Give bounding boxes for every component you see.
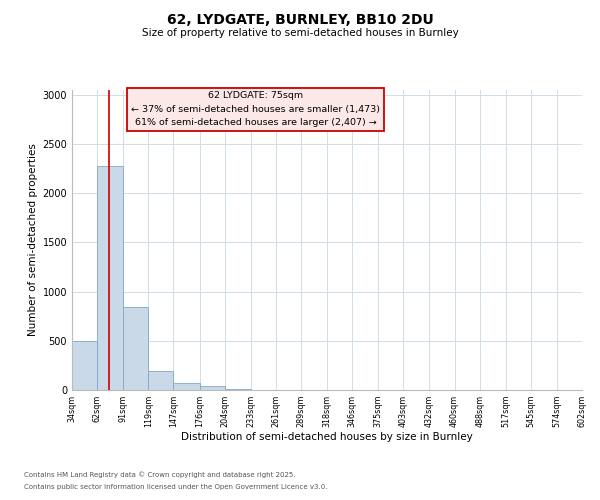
- X-axis label: Distribution of semi-detached houses by size in Burnley: Distribution of semi-detached houses by …: [181, 432, 473, 442]
- Bar: [224, 388, 251, 390]
- Bar: [199, 386, 224, 390]
- Text: Contains public sector information licensed under the Open Government Licence v3: Contains public sector information licen…: [24, 484, 328, 490]
- Text: 62, LYDGATE, BURNLEY, BB10 2DU: 62, LYDGATE, BURNLEY, BB10 2DU: [167, 12, 433, 26]
- Text: Contains HM Land Registry data © Crown copyright and database right 2025.: Contains HM Land Registry data © Crown c…: [24, 471, 296, 478]
- Text: 62 LYDGATE: 75sqm
← 37% of semi-detached houses are smaller (1,473)
61% of semi-: 62 LYDGATE: 75sqm ← 37% of semi-detached…: [131, 92, 380, 127]
- Text: Size of property relative to semi-detached houses in Burnley: Size of property relative to semi-detach…: [142, 28, 458, 38]
- Bar: [72, 341, 97, 390]
- Y-axis label: Number of semi-detached properties: Number of semi-detached properties: [28, 144, 38, 336]
- Bar: [148, 372, 173, 390]
- Bar: [123, 308, 148, 390]
- Bar: [173, 382, 199, 390]
- Bar: [97, 166, 123, 390]
